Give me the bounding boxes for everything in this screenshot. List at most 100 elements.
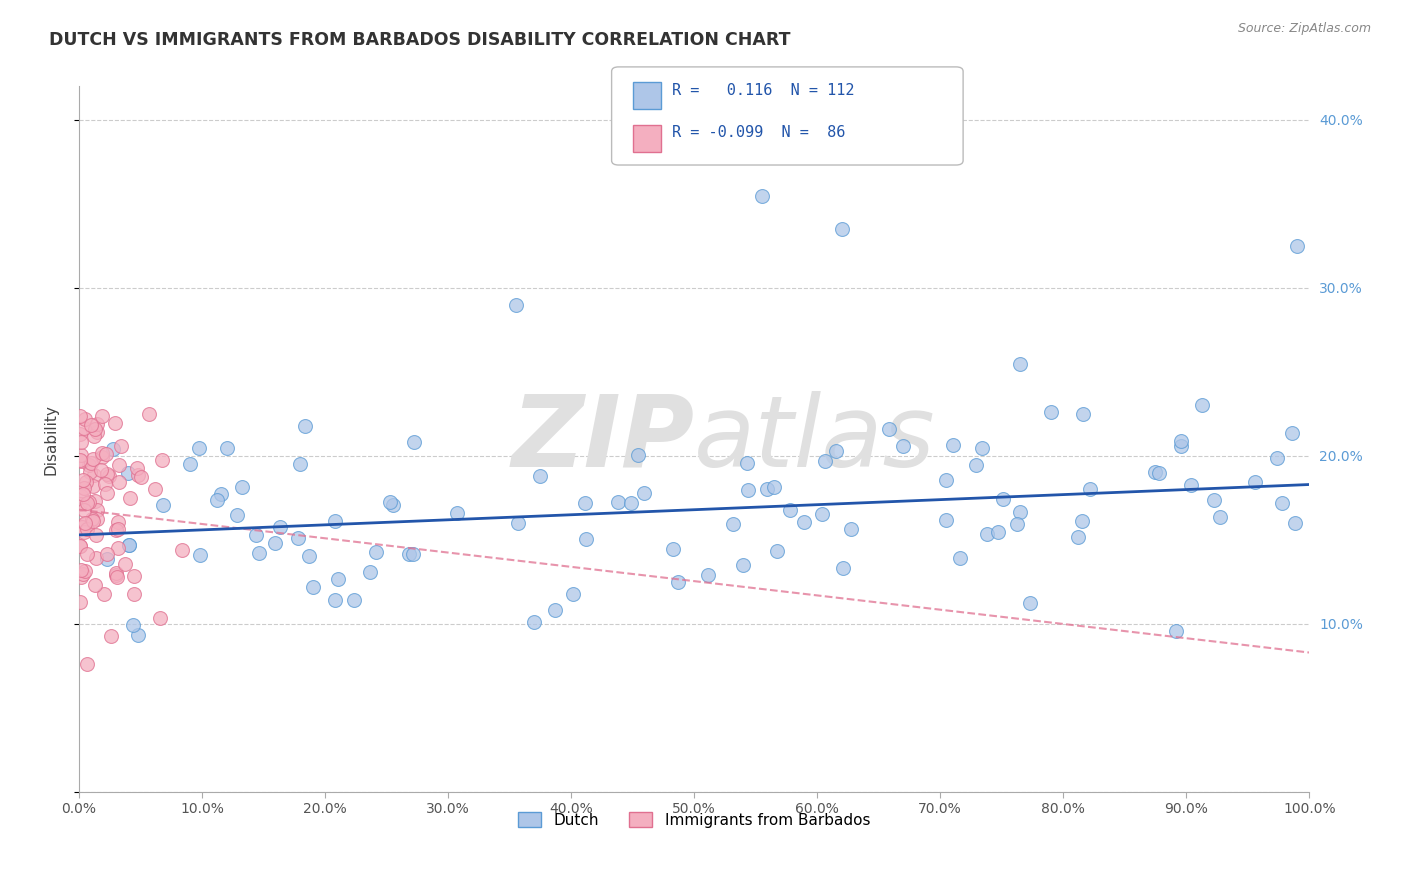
Point <box>96 486 118 500</box>
Point <box>90 409 112 423</box>
Point <box>105 570 128 584</box>
Point <box>1078 482 1101 496</box>
Point <box>76 522 98 536</box>
Point <box>301 580 323 594</box>
Point <box>328 572 350 586</box>
Point <box>247 546 270 560</box>
Point <box>965 458 987 473</box>
Point <box>1067 531 1090 545</box>
Point <box>814 453 837 467</box>
Point <box>127 468 149 483</box>
Point <box>323 593 346 607</box>
Point <box>1284 516 1306 530</box>
Point <box>1144 465 1167 479</box>
Point <box>935 513 957 527</box>
Point <box>661 542 683 557</box>
Point <box>69 409 91 424</box>
Point <box>505 298 527 312</box>
Point <box>122 569 145 583</box>
Point <box>779 502 801 516</box>
Point <box>104 416 127 430</box>
Point <box>544 603 567 617</box>
Point <box>107 541 129 555</box>
Point <box>731 558 754 572</box>
Point <box>402 435 425 450</box>
Point <box>231 480 253 494</box>
Point <box>117 466 139 480</box>
Point <box>73 516 96 530</box>
Legend: Dutch, Immigrants from Barbados: Dutch, Immigrants from Barbados <box>512 805 876 834</box>
Point <box>1010 357 1032 371</box>
Point <box>877 422 900 436</box>
Point <box>80 512 103 526</box>
Point <box>179 458 201 472</box>
Point <box>127 461 149 475</box>
Point <box>446 507 468 521</box>
Point <box>1170 439 1192 453</box>
Point <box>1271 496 1294 510</box>
Point <box>290 458 312 472</box>
Point <box>172 543 194 558</box>
Text: DUTCH VS IMMIGRANTS FROM BARBADOS DISABILITY CORRELATION CHART: DUTCH VS IMMIGRANTS FROM BARBADOS DISABI… <box>49 31 790 49</box>
Point <box>506 516 529 530</box>
Point <box>79 466 101 480</box>
Point <box>1281 426 1303 441</box>
Point <box>108 475 131 489</box>
Point <box>100 629 122 643</box>
Point <box>98 468 121 483</box>
Point <box>118 491 141 506</box>
Point <box>402 547 425 561</box>
Point <box>298 549 321 563</box>
Point <box>72 567 94 582</box>
Point <box>75 475 97 490</box>
Point <box>83 429 105 443</box>
Point <box>755 482 778 496</box>
Point <box>381 498 404 512</box>
Point <box>121 618 143 632</box>
Point <box>1209 509 1232 524</box>
Point <box>84 494 107 508</box>
Point <box>90 450 112 465</box>
Point <box>972 441 994 455</box>
Point <box>76 547 98 561</box>
Point <box>574 496 596 510</box>
Point <box>90 445 112 459</box>
Point <box>735 456 758 470</box>
Point <box>1007 517 1029 532</box>
Point <box>1202 493 1225 508</box>
Point <box>1191 398 1213 412</box>
Point <box>737 483 759 497</box>
Point <box>188 441 211 455</box>
Point <box>398 547 420 561</box>
Text: ZIP: ZIP <box>512 391 695 488</box>
Point <box>69 539 91 553</box>
Y-axis label: Disability: Disability <box>44 404 58 475</box>
Point <box>70 454 93 468</box>
Point <box>80 456 103 470</box>
Point <box>86 511 108 525</box>
Point <box>976 527 998 541</box>
Point <box>245 528 267 542</box>
Point <box>75 564 97 578</box>
Point <box>1285 239 1308 253</box>
Point <box>378 495 401 509</box>
Point <box>1070 514 1092 528</box>
Point <box>562 587 585 601</box>
Point <box>129 470 152 484</box>
Point <box>73 503 96 517</box>
Point <box>948 551 970 566</box>
Point <box>294 419 316 434</box>
Point <box>72 487 94 501</box>
Point <box>83 468 105 483</box>
Point <box>762 480 785 494</box>
Point <box>79 458 101 473</box>
Point <box>86 503 108 517</box>
Point <box>73 516 96 531</box>
Point <box>991 491 1014 506</box>
Point <box>1008 505 1031 519</box>
Point <box>225 508 247 523</box>
Point <box>188 548 211 562</box>
Point <box>620 496 643 510</box>
Point <box>723 517 745 532</box>
Point <box>69 563 91 577</box>
